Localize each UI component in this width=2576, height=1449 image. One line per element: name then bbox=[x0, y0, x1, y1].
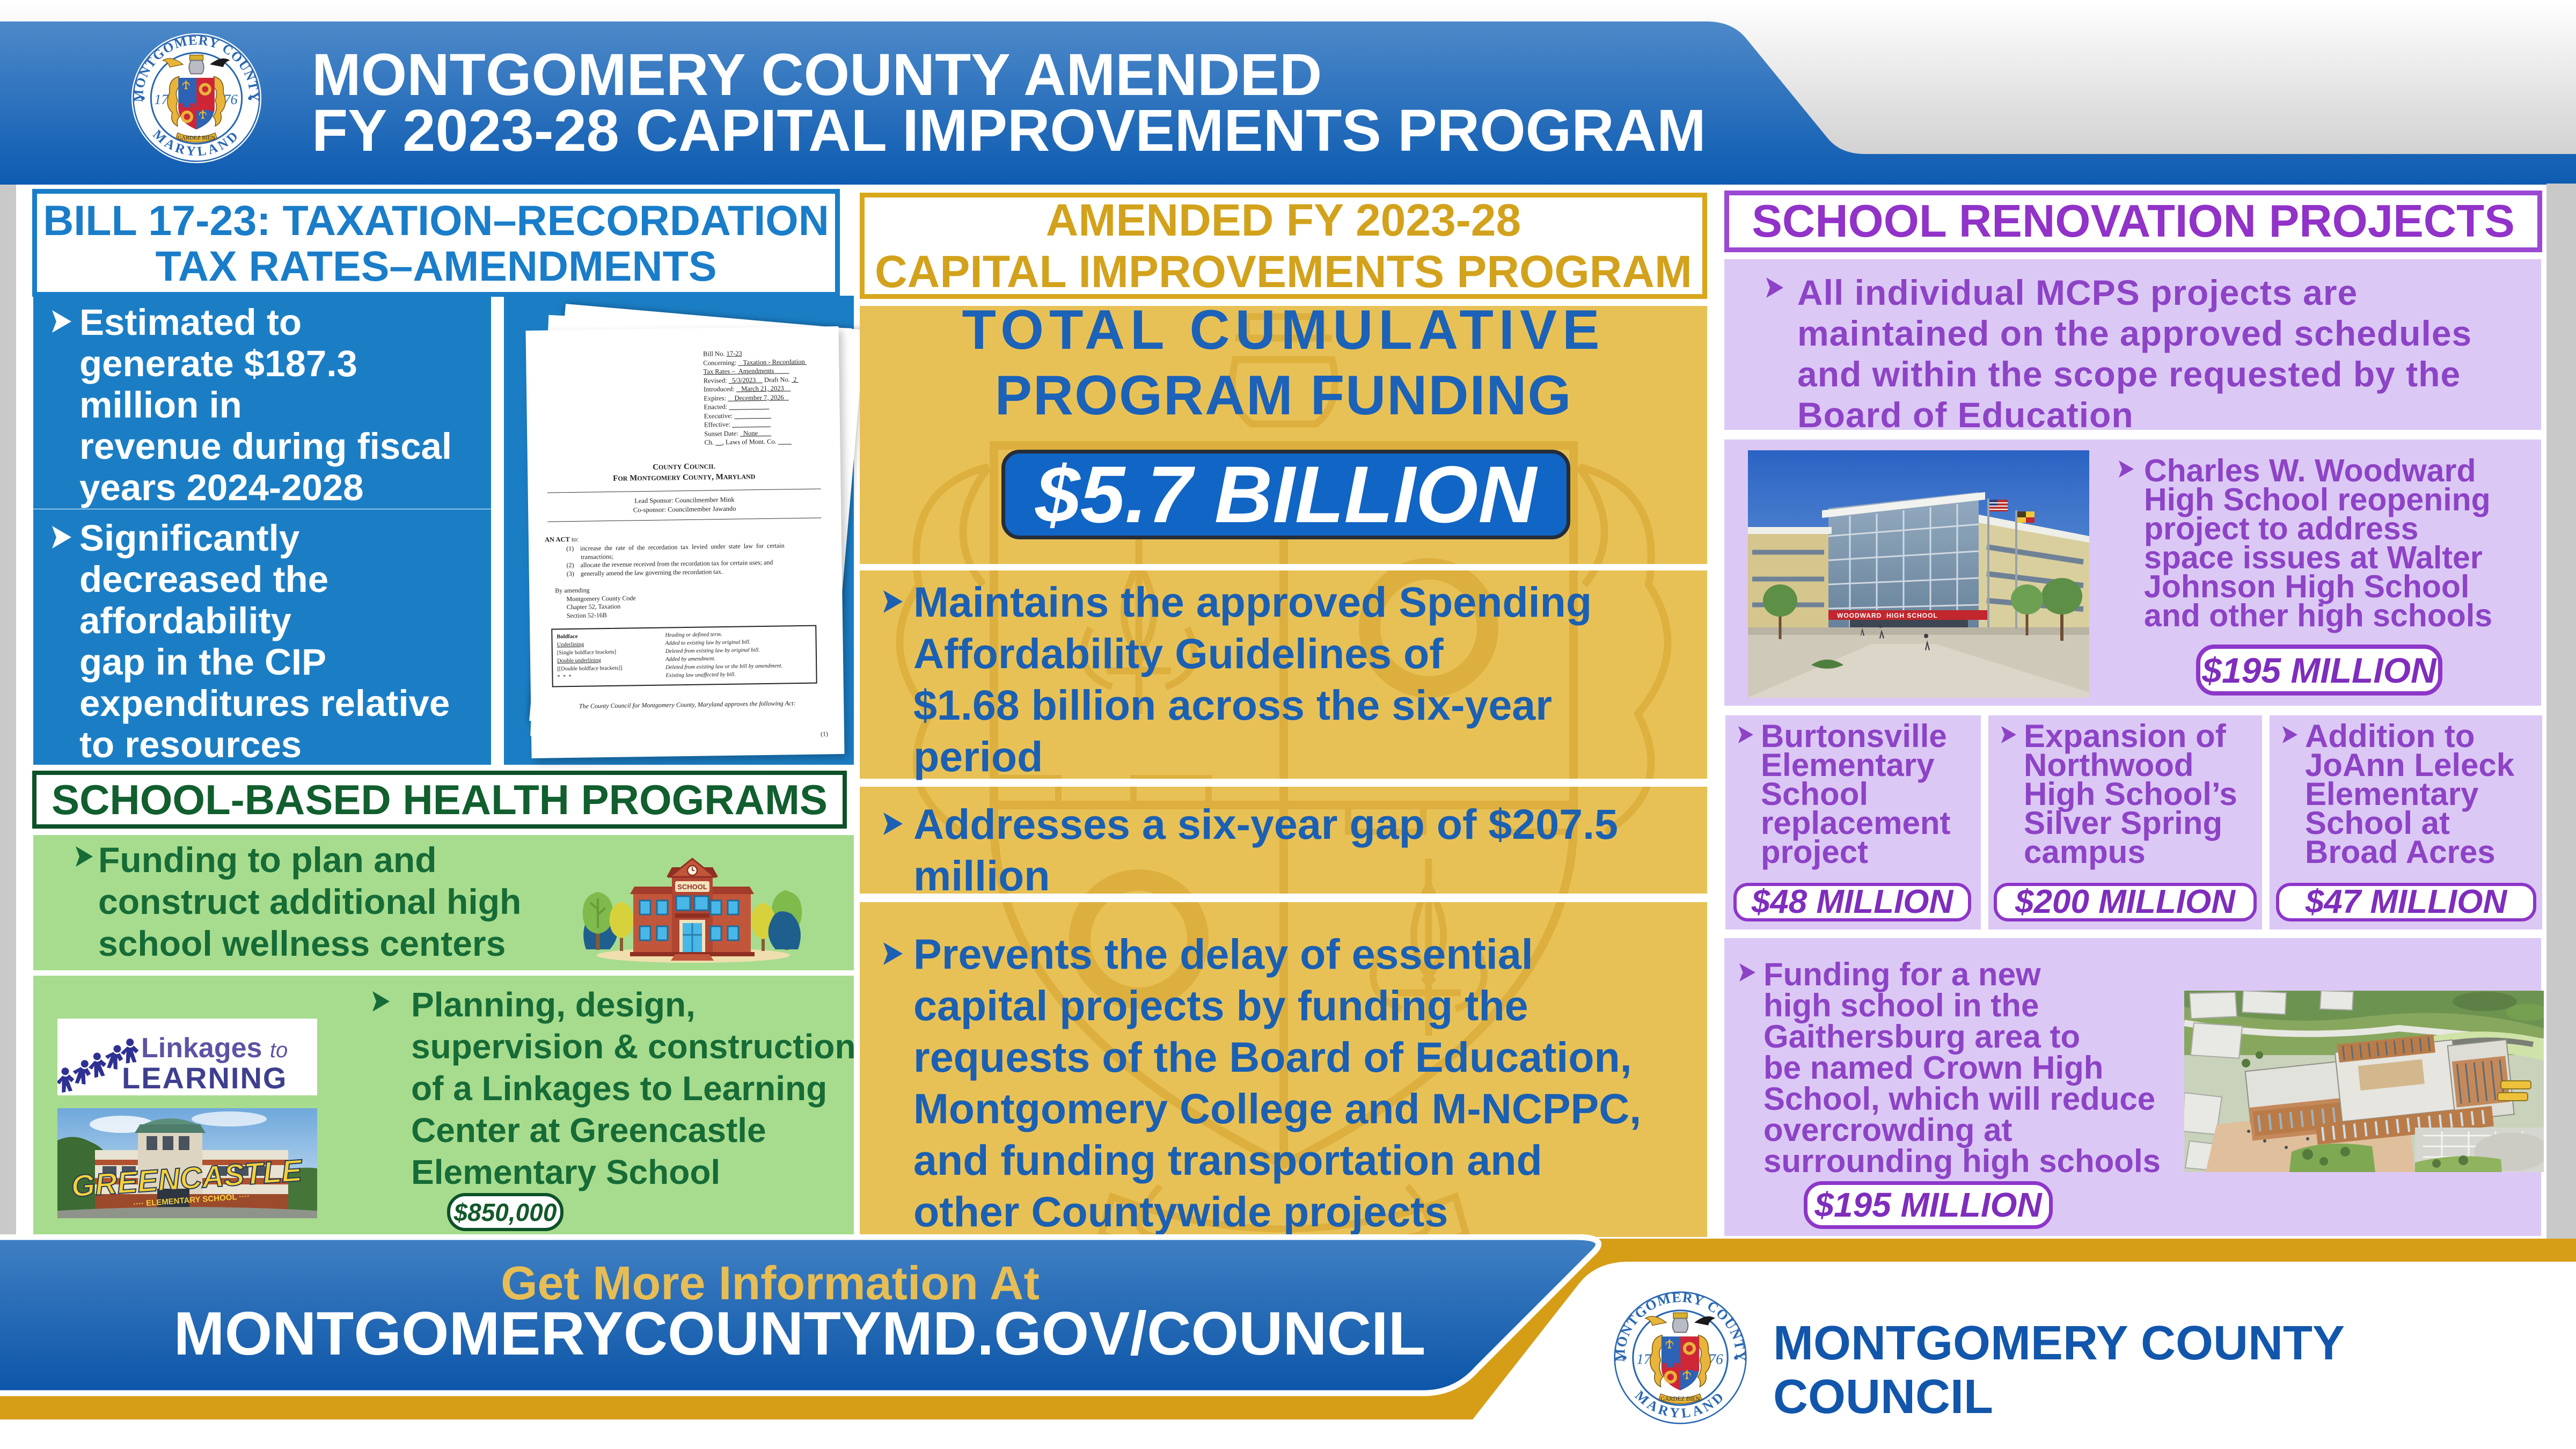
svg-text:Linkages to: Linkages to bbox=[141, 1033, 288, 1064]
svg-text:LEARNING: LEARNING bbox=[122, 1061, 287, 1095]
svg-text:WOODWARD HIGH SCHOOL: WOODWARD HIGH SCHOOL bbox=[1837, 612, 1938, 619]
svg-text:SCHOOL: SCHOOL bbox=[677, 883, 707, 891]
